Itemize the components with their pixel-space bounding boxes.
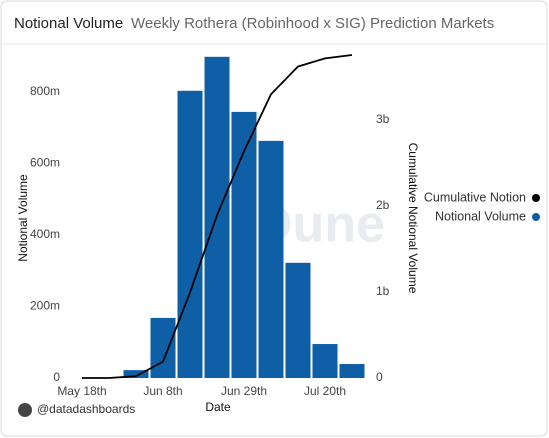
- line: [82, 54, 353, 379]
- x-tick-label: Jul 20th: [304, 384, 346, 398]
- y-tick-label: 800m: [30, 84, 60, 98]
- bar: [231, 111, 257, 379]
- bar: [285, 262, 311, 378]
- avatar: [18, 403, 32, 417]
- chart-title: Notional Volume: [14, 15, 123, 32]
- bar: [339, 364, 365, 378]
- y-tick-label: 400m: [30, 227, 60, 241]
- credit: @datadashboards: [37, 402, 135, 416]
- x-tick-label: Jun 8th: [143, 384, 182, 398]
- x-tick-label: May 18th: [57, 384, 106, 398]
- y2-tick-label: 1b: [376, 284, 390, 298]
- legend-swatch: [532, 194, 540, 202]
- chart-subtitle: Weekly Rothera (Robinhood x SIG) Predict…: [131, 15, 494, 32]
- y-tick-label: 0: [53, 370, 60, 384]
- legend-label: Notional Volume: [435, 209, 526, 223]
- y-tick-label: 600m: [30, 156, 60, 170]
- x-tick-label: Jun 29th: [221, 384, 267, 398]
- bar: [312, 344, 338, 378]
- bar: [123, 370, 149, 378]
- legend-swatch: [532, 213, 540, 221]
- x-axis-title: Date: [205, 400, 231, 414]
- y-tick-label: 200m: [30, 299, 60, 313]
- bar: [258, 140, 284, 378]
- y2-tick-label: 3b: [376, 112, 390, 126]
- y-axis-title: Notional Volume: [16, 174, 30, 262]
- legend-label: Cumulative Notion: [424, 190, 526, 204]
- y2-tick-label: 2b: [376, 198, 390, 212]
- bar: [177, 90, 203, 379]
- y2-tick-label: 0: [376, 370, 383, 384]
- bar: [150, 317, 176, 378]
- y2-axis-title: Cumulative Notional Volume: [406, 143, 420, 294]
